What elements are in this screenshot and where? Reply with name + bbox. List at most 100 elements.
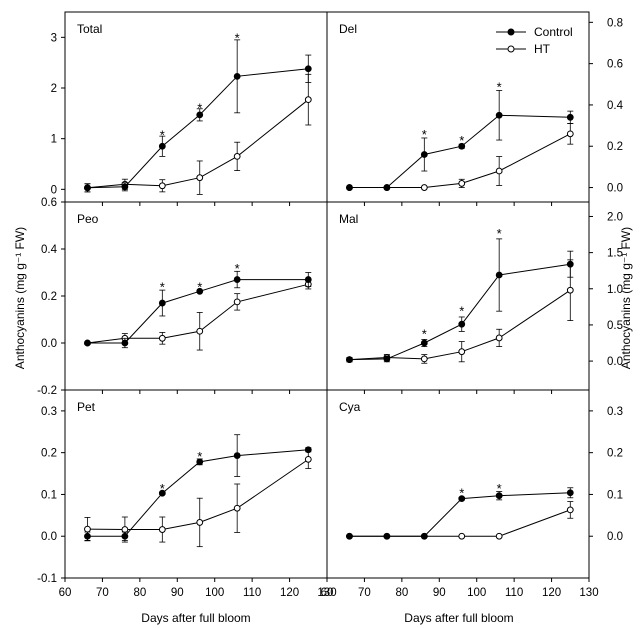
legend-marker-control — [507, 28, 515, 36]
data-point-ht-cya — [495, 532, 503, 540]
x-tick-label-cya: 130 — [579, 587, 598, 599]
data-point-control-cya — [495, 492, 503, 500]
y-tick-label-mal: 0.0 — [607, 356, 623, 368]
significance-marker-total: * — [235, 30, 240, 45]
significance-marker-peo: * — [197, 280, 202, 295]
data-point-control-total — [233, 72, 241, 80]
y-tick-label-mal: 0.5 — [607, 320, 623, 332]
panel-peo: Peo -0.2 0.0 0.2 0.4 0.6 * * * — [37, 197, 328, 397]
panel-frame-del — [326, 11, 590, 203]
x-tick-label-pet: 120 — [280, 587, 299, 599]
panel-total: Total 0 1 2 3 * * * — [51, 11, 328, 206]
x-axis-title-left: Days after full bloom — [141, 611, 250, 625]
data-point-control-mal — [458, 320, 466, 328]
y-tick-label-peo: 0.6 — [41, 197, 57, 209]
significance-marker-peo: * — [160, 280, 165, 295]
panel-title-pet: Pet — [77, 400, 96, 414]
panel-frame-cya — [326, 389, 590, 579]
y-tick-label-pet: -0.1 — [37, 573, 57, 585]
y-tick-label-cya: 0.2 — [607, 448, 623, 460]
y-tick-label-peo: 0.0 — [41, 338, 57, 350]
series-line-control-del — [349, 114, 571, 188]
series-line-control-pet — [87, 449, 309, 537]
x-tick-label-cya: 80 — [395, 587, 408, 599]
data-point-control-mal — [566, 260, 574, 268]
significance-marker-peo: * — [235, 261, 240, 276]
panel-title-mal: Mal — [339, 212, 358, 226]
panel-frame-pet — [64, 389, 328, 579]
data-point-control-cya — [383, 532, 391, 540]
y-tick-label-pet: 0.2 — [41, 448, 57, 460]
data-point-control-del — [566, 113, 574, 121]
data-point-ht-del — [495, 167, 503, 175]
significance-marker-del: * — [459, 133, 464, 148]
x-tick-label-cya: 60 — [321, 587, 334, 599]
y-tick-label-pet: 0.0 — [41, 531, 57, 543]
series-line-control-total — [87, 68, 309, 189]
data-point-ht-del — [566, 130, 574, 138]
series-line-ht-mal — [349, 289, 571, 361]
data-point-ht-pet — [121, 526, 129, 533]
data-point-control-cya — [566, 489, 574, 497]
panels-layer: Total 0 1 2 3 * * * Del 0.0 0.2 0.4 0.6 0.8 * * * Peo -0.2… — [37, 11, 624, 599]
data-point-ht-total — [196, 174, 204, 182]
significance-marker-total: * — [197, 100, 202, 115]
significance-marker-cya: * — [497, 481, 502, 496]
data-point-control-cya — [420, 532, 428, 540]
data-point-ht-total — [233, 153, 241, 160]
y-tick-label-del: 0.0 — [607, 183, 623, 195]
data-point-control-peo — [84, 339, 91, 347]
y-tick-label-del: 0.8 — [607, 17, 623, 29]
significance-marker-mal: * — [422, 327, 427, 342]
y-tick-label-total: 0 — [51, 184, 57, 196]
data-point-ht-mal — [420, 355, 428, 363]
data-point-control-peo — [196, 287, 204, 295]
y-tick-label-del: 0.6 — [607, 59, 623, 71]
panel-title-total: Total — [77, 22, 102, 36]
x-tick-label-cya: 100 — [467, 587, 486, 599]
data-point-ht-peo — [233, 298, 241, 306]
legend-marker-ht — [507, 45, 515, 53]
significance-marker-mal: * — [497, 226, 502, 241]
data-point-ht-peo — [158, 334, 166, 342]
data-point-control-mal — [420, 339, 428, 347]
panel-frame-peo — [64, 201, 328, 391]
panel-cya: Cya 0.0 0.1 0.2 0.3 60 70 80 90 100 110 120 130 * * — [321, 389, 623, 599]
y-tick-label-cya: 0.1 — [607, 489, 623, 501]
data-point-control-mal — [383, 355, 391, 363]
data-point-ht-pet — [84, 525, 91, 533]
panel-pet: Pet -0.1 0.0 0.1 0.2 0.3 60 70 80 90 100 110 120 130 *… — [37, 389, 337, 599]
series-line-control-cya — [349, 492, 571, 537]
y-tick-label-peo: -0.2 — [37, 385, 57, 397]
panel-title-del: Del — [339, 22, 357, 36]
data-point-control-total — [158, 142, 166, 150]
legend-label-ht: HT — [534, 42, 551, 56]
data-point-ht-mal — [495, 334, 503, 342]
series-line-ht-cya — [349, 509, 571, 537]
panel-frame-mal — [326, 201, 590, 391]
significance-marker-del: * — [422, 127, 427, 142]
data-point-ht-mal — [458, 348, 466, 356]
data-point-control-peo — [158, 299, 166, 307]
significance-marker-cya: * — [459, 485, 464, 500]
x-tick-label-pet: 130 — [317, 587, 336, 599]
data-point-control-del — [383, 184, 391, 191]
y-tick-label-cya: 0.3 — [607, 406, 623, 418]
x-tick-label-pet: 60 — [59, 587, 72, 599]
significance-marker-mal: * — [459, 303, 464, 318]
data-point-ht-cya — [566, 506, 574, 514]
legend: Control HT — [496, 25, 573, 56]
data-point-control-cya — [346, 532, 353, 540]
significance-marker-del: * — [497, 79, 502, 94]
y-tick-label-peo: 0.4 — [41, 244, 58, 256]
data-point-control-del — [495, 111, 503, 119]
data-point-control-del — [458, 142, 466, 150]
significance-marker-pet: * — [160, 481, 165, 496]
data-point-control-del — [420, 151, 428, 158]
data-point-control-cya — [458, 495, 466, 503]
series-line-control-peo — [87, 279, 309, 344]
data-point-control-pet — [196, 458, 204, 466]
data-point-control-peo — [304, 276, 312, 283]
y-axis-title-right: Anthocyanins (mg g⁻¹ FW) — [619, 227, 633, 369]
